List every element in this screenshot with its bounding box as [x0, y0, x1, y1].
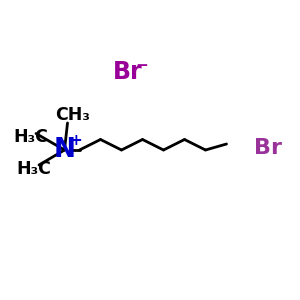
Text: CH₃: CH₃ [56, 106, 90, 124]
Text: +: + [69, 133, 82, 148]
Text: Br: Br [112, 60, 142, 84]
Text: Br: Br [254, 139, 281, 158]
Text: H₃C: H₃C [14, 128, 48, 146]
Text: H₃C: H₃C [16, 160, 51, 178]
Text: N: N [53, 137, 76, 163]
Text: −: − [135, 58, 148, 73]
